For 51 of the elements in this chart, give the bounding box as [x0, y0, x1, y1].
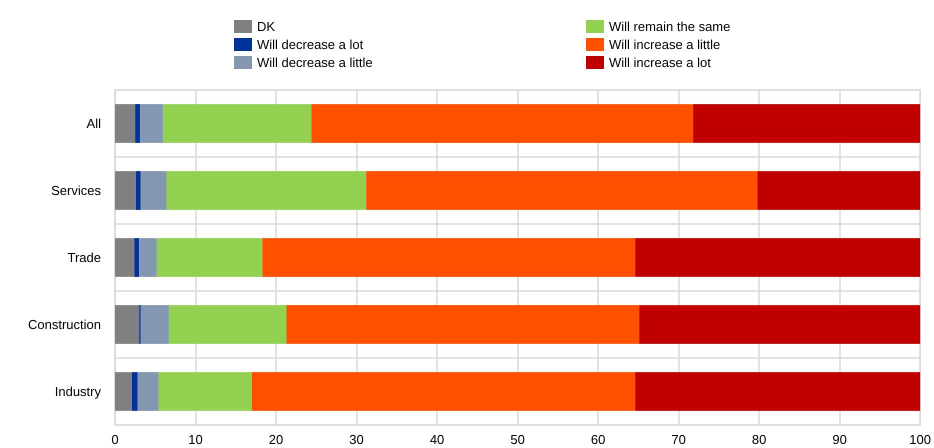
- bar: [366, 171, 758, 210]
- x-tick-label: 80: [752, 432, 766, 447]
- legend-label: DK: [257, 19, 276, 34]
- legend-label: Will increase a lot: [609, 55, 712, 70]
- bar: [693, 104, 920, 143]
- bar: [115, 104, 136, 143]
- bar: [138, 372, 158, 411]
- bar: [311, 104, 694, 143]
- x-tick-label: 50: [510, 432, 525, 447]
- bar: [140, 104, 164, 143]
- bar: [140, 305, 169, 344]
- bar: [758, 171, 920, 210]
- x-tick-label: 60: [590, 432, 606, 447]
- legend-label: Will increase a little: [609, 37, 720, 52]
- bar: [136, 171, 141, 210]
- x-tick-label: 40: [430, 432, 444, 447]
- bar: [262, 238, 636, 277]
- legend-label: Will decrease a lot: [257, 37, 364, 52]
- bar: [115, 171, 136, 210]
- bar: [132, 372, 138, 411]
- x-tick-label: 90: [832, 432, 847, 447]
- y-tick-label: Industry: [54, 384, 102, 399]
- legend-label: Will decrease a little: [257, 55, 373, 70]
- x-tick-label: 10: [188, 432, 203, 447]
- x-tick-label: 0: [111, 432, 119, 447]
- bar: [168, 305, 286, 344]
- bar: [639, 305, 920, 344]
- bar: [115, 238, 134, 277]
- bar: [252, 372, 636, 411]
- bar: [635, 238, 920, 277]
- y-tick-label: All: [86, 116, 102, 131]
- bar: [139, 238, 157, 277]
- y-tick-label: Construction: [28, 317, 101, 332]
- bar: [134, 238, 140, 277]
- bar: [115, 372, 132, 411]
- legend-label: Will remain the same: [609, 19, 730, 34]
- bar: [286, 305, 640, 344]
- bar: [156, 238, 262, 277]
- y-tick-label: Trade: [68, 250, 101, 265]
- bar: [140, 171, 167, 210]
- bar: [163, 104, 312, 143]
- bar: [166, 171, 366, 210]
- x-tick-label: 70: [671, 432, 686, 447]
- bar: [635, 372, 920, 411]
- x-tick-label: 100: [909, 432, 932, 447]
- y-tick-label: Services: [51, 183, 102, 198]
- bar: [158, 372, 252, 411]
- bar: [115, 305, 140, 344]
- bar: [135, 104, 140, 143]
- x-tick-label: 30: [349, 432, 364, 447]
- x-tick-label: 20: [268, 432, 284, 447]
